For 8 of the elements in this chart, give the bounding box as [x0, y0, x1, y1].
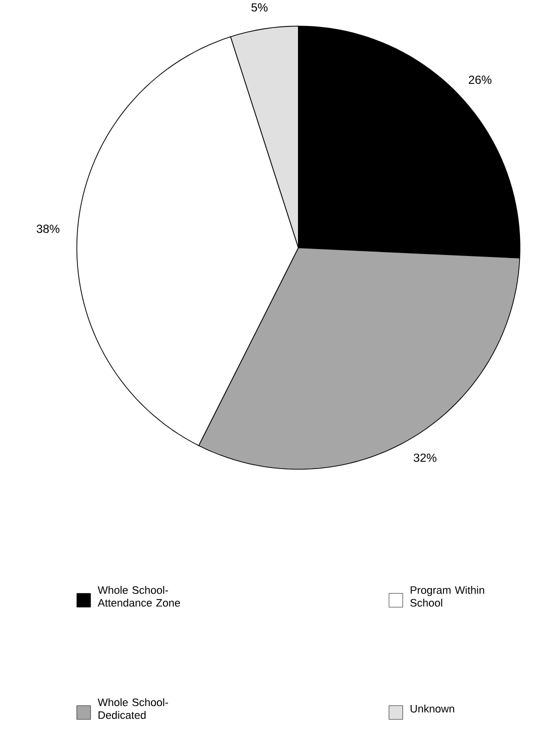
data-label: 5%: [252, 3, 268, 12]
legend-label: Program Within School: [410, 586, 484, 607]
legend-label: Whole School-Attendance Zone: [98, 586, 180, 607]
data-label: 26%: [469, 76, 492, 84]
data-label: 38%: [36, 224, 60, 233]
legend-label: Whole School-Dedicated: [98, 698, 168, 719]
legend-label: Unknown: [410, 704, 454, 713]
data-label: 32%: [414, 454, 437, 462]
